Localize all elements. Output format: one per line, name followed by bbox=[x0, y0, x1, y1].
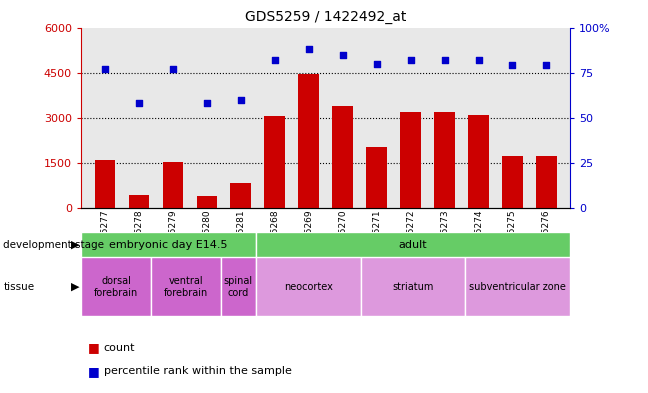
Bar bbox=[81, 257, 151, 316]
Bar bbox=[465, 257, 570, 316]
Point bbox=[473, 57, 483, 63]
Point bbox=[100, 66, 110, 72]
Bar bbox=[81, 232, 256, 257]
Text: spinal
cord: spinal cord bbox=[224, 276, 253, 298]
Text: embryonic day E14.5: embryonic day E14.5 bbox=[109, 240, 227, 250]
Bar bbox=[434, 112, 455, 208]
Text: ■: ■ bbox=[87, 341, 99, 354]
Point bbox=[541, 62, 551, 69]
Point bbox=[202, 100, 212, 107]
Bar bbox=[196, 196, 217, 208]
Point bbox=[303, 46, 314, 52]
Text: count: count bbox=[104, 343, 135, 353]
Text: dorsal
forebrain: dorsal forebrain bbox=[94, 276, 138, 298]
Point bbox=[406, 57, 416, 63]
Bar bbox=[366, 147, 387, 208]
Title: GDS5259 / 1422492_at: GDS5259 / 1422492_at bbox=[245, 10, 406, 24]
Bar bbox=[151, 257, 221, 316]
Bar bbox=[256, 232, 570, 257]
Bar bbox=[360, 257, 465, 316]
Bar bbox=[221, 257, 256, 316]
Bar bbox=[469, 115, 489, 208]
Point bbox=[235, 97, 246, 103]
Bar bbox=[256, 257, 360, 316]
Text: adult: adult bbox=[399, 240, 427, 250]
Text: subventricular zone: subventricular zone bbox=[469, 282, 566, 292]
Point bbox=[270, 57, 280, 63]
Bar bbox=[299, 74, 319, 208]
Bar bbox=[400, 112, 421, 208]
Bar bbox=[128, 195, 149, 208]
Point bbox=[133, 100, 144, 107]
Bar bbox=[264, 116, 285, 208]
Text: percentile rank within the sample: percentile rank within the sample bbox=[104, 366, 292, 376]
Point bbox=[507, 62, 518, 69]
Bar bbox=[163, 162, 183, 208]
Point bbox=[439, 57, 450, 63]
Bar bbox=[332, 106, 353, 208]
Text: neocortex: neocortex bbox=[284, 282, 332, 292]
Bar bbox=[231, 183, 251, 208]
Text: ▶: ▶ bbox=[71, 282, 79, 292]
Bar bbox=[537, 156, 557, 208]
Text: development stage: development stage bbox=[3, 240, 104, 250]
Text: ventral
forebrain: ventral forebrain bbox=[164, 276, 208, 298]
Text: ■: ■ bbox=[87, 365, 99, 378]
Text: tissue: tissue bbox=[3, 282, 34, 292]
Point bbox=[338, 51, 348, 58]
Text: ▶: ▶ bbox=[71, 240, 79, 250]
Text: striatum: striatum bbox=[392, 282, 434, 292]
Bar bbox=[95, 160, 115, 208]
Point bbox=[371, 61, 382, 67]
Point bbox=[168, 66, 178, 72]
Bar bbox=[502, 156, 523, 208]
